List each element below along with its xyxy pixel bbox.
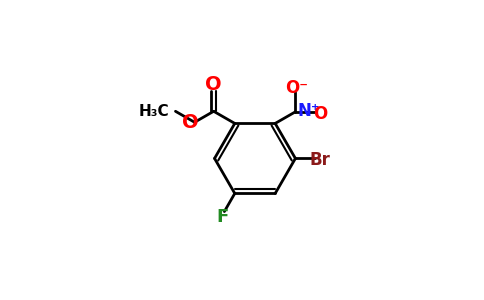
Text: N⁺: N⁺ xyxy=(297,102,320,120)
Text: Br: Br xyxy=(310,151,331,169)
Text: O⁻: O⁻ xyxy=(285,79,308,97)
Text: O: O xyxy=(205,75,222,94)
Text: O: O xyxy=(313,105,327,123)
Text: F: F xyxy=(216,208,228,226)
Text: O: O xyxy=(182,113,199,132)
Text: H₃C: H₃C xyxy=(139,104,170,119)
